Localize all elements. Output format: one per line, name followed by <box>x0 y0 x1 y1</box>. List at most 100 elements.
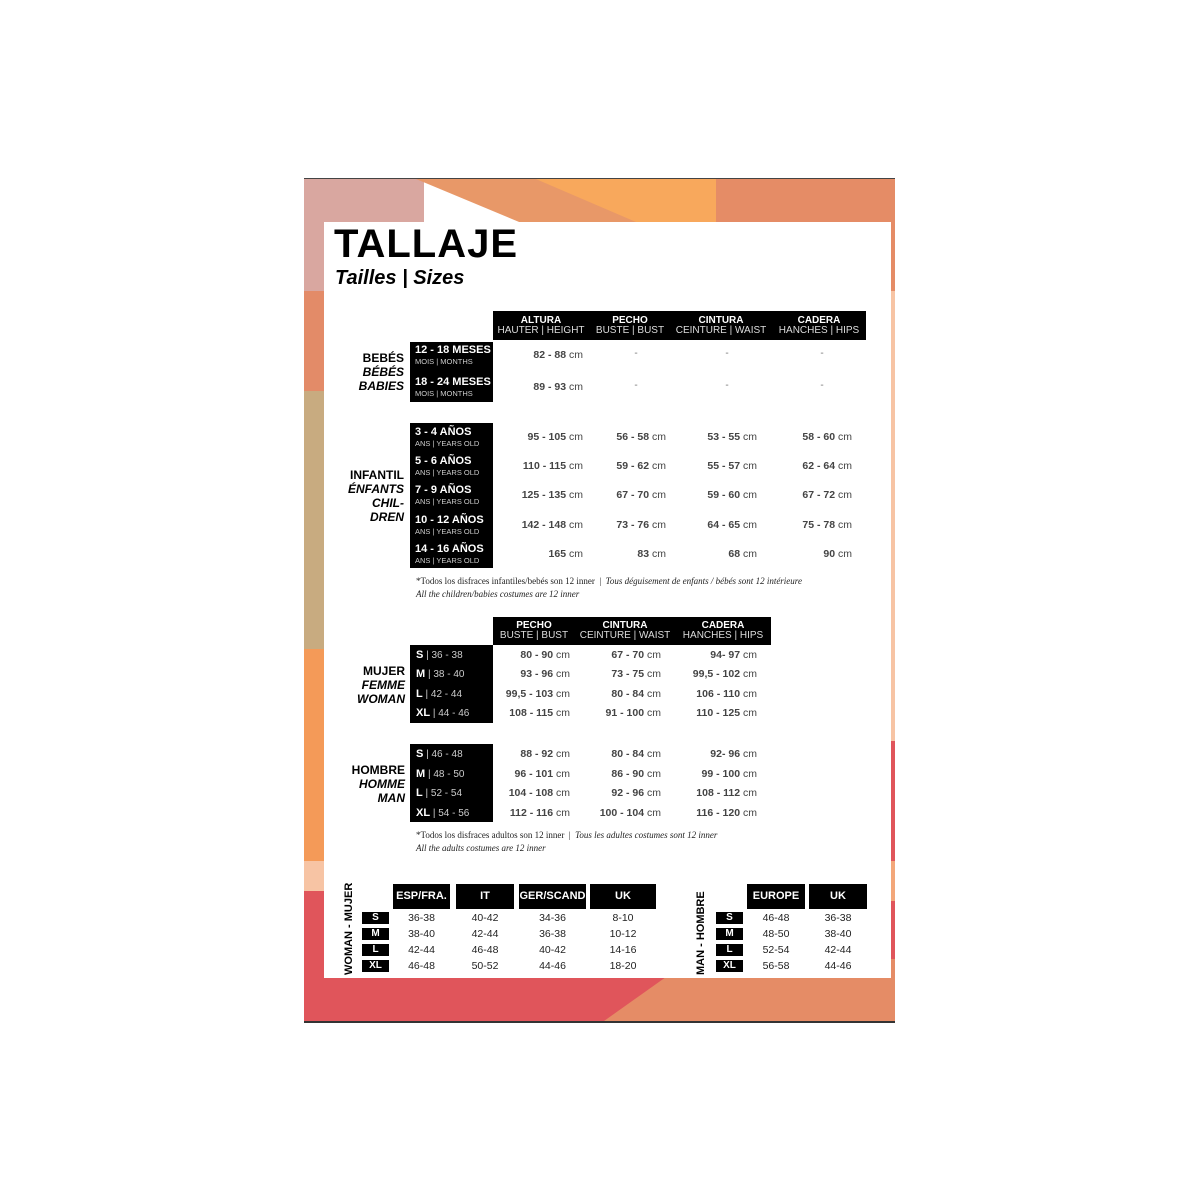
measurement-value: 142 - 148 cm <box>522 519 583 531</box>
conversion-value: 8-10 <box>612 912 633 924</box>
size-unit: MOIS | MONTHS <box>415 389 473 398</box>
size-badge: M <box>362 928 389 940</box>
measurement-value: 88 - 92 cm <box>520 748 570 760</box>
note-fr: Tous déguisement de enfants / bébés sont… <box>605 576 802 586</box>
dash: - <box>634 348 638 359</box>
size-range: 46 - 48 <box>431 749 463 760</box>
measurement-value: 104 - 108 cm <box>509 787 570 799</box>
conversion-value: 46-48 <box>408 960 435 972</box>
header-text: UK <box>615 890 631 902</box>
value: 110 - 125 <box>696 707 741 719</box>
value: 8-10 <box>612 912 634 924</box>
value: 73 - 76 <box>616 519 650 531</box>
woman_conv-vertical-label: WOMAN - MUJER <box>343 883 355 975</box>
size-letter: XL <box>416 807 431 819</box>
value: 92 - 96 <box>611 787 645 799</box>
size-row-label: S | 36 - 38 <box>416 649 463 661</box>
group-label-line: ÉNFANTS <box>347 482 404 496</box>
label-text: WOMAN - MUJER <box>343 882 355 975</box>
unit: cm <box>569 548 583 560</box>
header-main: CINTURA <box>602 620 648 631</box>
note-es: *Todos los disfraces adultos son 12 inne… <box>416 830 565 840</box>
measurement-value: 82 - 88 cm <box>533 349 583 361</box>
conversion-value: 36-38 <box>539 928 566 940</box>
dash: - <box>820 380 824 391</box>
value: 64 - 65 <box>707 519 741 531</box>
size-row-label: XL | 44 - 46 <box>416 707 470 719</box>
unit: cm <box>647 768 661 780</box>
column-header: ALTURA HAUTER | HEIGHT <box>497 316 584 336</box>
value: 56 - 58 <box>616 431 650 443</box>
size-row-label: L | 52 - 54 <box>416 787 463 799</box>
value: 36-38 <box>824 912 852 924</box>
size-unit: MOIS | MONTHS <box>415 357 473 366</box>
value: 73 - 75 <box>611 668 645 680</box>
measurement-value: 55 - 57 cm <box>707 460 757 472</box>
unit: cm <box>838 489 852 501</box>
size-range: 38 - 40 <box>433 669 465 680</box>
size-unit: ANS | YEARS OLD <box>415 468 480 477</box>
value: 46-48 <box>408 960 435 972</box>
size-badge: L <box>362 944 389 956</box>
measurement-value: 62 - 64 cm <box>802 460 852 472</box>
measurement-value: 94- 97 cm <box>710 649 757 661</box>
measurement-value: 110 - 125 cm <box>696 707 757 719</box>
group-label-line: HOMME <box>359 777 405 791</box>
header-main: PECHO <box>516 620 552 631</box>
size-row-label: S | 46 - 48 <box>416 748 463 760</box>
unit: cm <box>652 548 666 560</box>
measurement-value: 165 cm <box>549 548 583 560</box>
measurement-value: 80 - 84 cm <box>611 688 661 700</box>
size-letter: XL <box>369 960 382 971</box>
measurement-value: 89 - 93 cm <box>533 381 583 393</box>
size-row-label: 18 - 24 MESES MOIS | MONTHS <box>415 377 491 399</box>
size-row-label: XL | 54 - 56 <box>416 807 470 819</box>
value: 62 - 64 <box>802 460 836 472</box>
group-label-line: DREN <box>369 510 404 524</box>
value: 10-12 <box>609 928 637 940</box>
label-text: MAN - HOMBRE <box>695 891 707 975</box>
size-letter: S <box>416 649 424 661</box>
value: 58 - 60 <box>802 431 836 443</box>
size-letter: L <box>416 688 423 700</box>
conversion-value: 40-42 <box>539 944 566 956</box>
size-range: 54 - 56 <box>438 808 470 819</box>
value: 104 - 108 <box>508 787 554 799</box>
dash: - <box>725 380 729 391</box>
value: 142 - 148 <box>521 519 567 531</box>
unit: cm <box>838 519 852 531</box>
value-dash: - <box>820 348 823 359</box>
size-letter: M <box>371 928 380 939</box>
value: 92- 96 <box>710 748 741 760</box>
unit: cm <box>743 649 757 661</box>
conversion-value: 38-40 <box>408 928 435 940</box>
header-text: ESP/FRA. <box>396 890 447 902</box>
dash: - <box>725 348 729 359</box>
size-row-label: 7 - 9 AÑOS ANS | YEARS OLD <box>415 485 479 507</box>
value: 53 - 55 <box>707 431 741 443</box>
unit: cm <box>652 460 666 472</box>
note-es: *Todos los disfraces infantiles/bebés so… <box>416 576 595 586</box>
conversion-value: 44-46 <box>825 960 852 972</box>
header-sub: CEINTURE | WAIST <box>675 325 767 336</box>
group-label-line: HOMBRE <box>351 763 405 777</box>
value: 93 - 96 <box>520 668 554 680</box>
conversion-value: 44-46 <box>539 960 566 972</box>
measurement-value: 64 - 65 cm <box>707 519 757 531</box>
size-row-label: 10 - 12 AÑOS ANS | YEARS OLD <box>415 515 484 537</box>
value: 99,5 - 102 <box>692 668 741 680</box>
measurement-value: 68 cm <box>728 548 757 560</box>
measurement-value: 59 - 60 cm <box>707 489 757 501</box>
children-group-label: INFANTIL ÉNFANTS CHIL- DREN <box>348 468 404 524</box>
measurement-value: 92- 96 cm <box>710 748 757 760</box>
kids_note: *Todos los disfraces infantiles/bebés so… <box>416 575 802 601</box>
unit: cm <box>652 519 666 531</box>
size-letter: S <box>416 748 424 760</box>
measurement-value: 95 - 105 cm <box>528 431 583 443</box>
unit: cm <box>743 548 757 560</box>
header-main: CINTURA <box>698 315 744 326</box>
value: 40-42 <box>471 912 499 924</box>
note-sep: | <box>599 576 602 586</box>
group-label-line: WOMAN <box>357 692 405 706</box>
unit: cm <box>556 649 570 661</box>
